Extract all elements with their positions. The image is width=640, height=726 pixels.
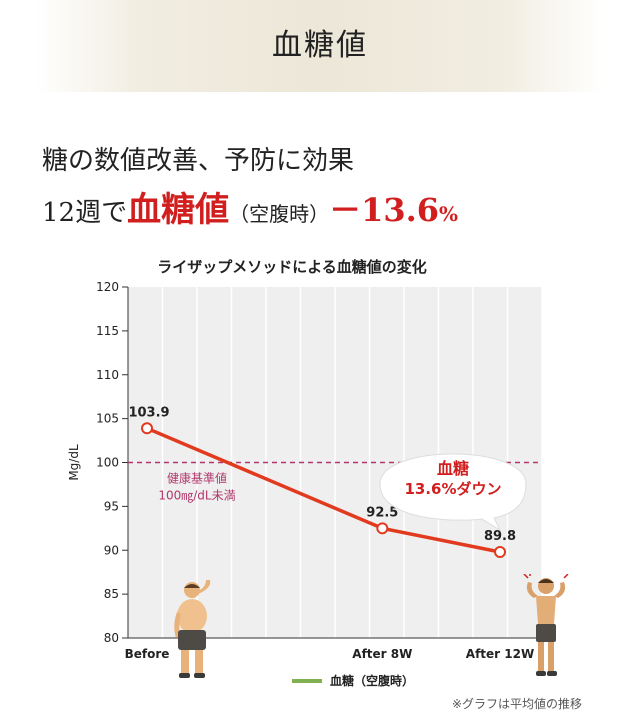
data-point (494, 546, 506, 559)
legend-label: 血糖（空腹時） (330, 673, 414, 688)
data-label: 92.5 (366, 505, 398, 520)
man-before-icon (174, 580, 211, 678)
data-points: 103.9 92.5 89.8 (128, 405, 516, 559)
x-axis-ticks: Before After 8W After 12W (125, 647, 535, 661)
y-tick-label: 90 (104, 543, 119, 557)
threshold-label-1: 健康基準値 (167, 471, 227, 486)
y-tick-label: 80 (104, 631, 119, 645)
headline-line-2: 12週で血糖値（空腹時）－13.6% (42, 182, 458, 231)
chart-title: ライザップメソッドによる血糖値の変化 (157, 258, 427, 276)
header-banner: 血糖値 (36, 0, 604, 92)
headline-delta: －13.6 (329, 191, 440, 229)
headline-line-1: 糖の数値改善、予防に効果 (42, 146, 355, 176)
y-tick-label: 95 (104, 499, 119, 513)
y-tick-label: 120 (96, 280, 119, 294)
y-tick-label: 85 (104, 587, 119, 601)
callout-bubble: 血糖 13.6%ダウン (379, 453, 527, 532)
y-tick-label: 100 (96, 456, 119, 470)
x-tick-label: After 8W (352, 647, 412, 661)
headline-emphasis: 血糖値 (127, 190, 230, 230)
headline-paren: （空腹時） (229, 202, 330, 226)
y-axis-ticks: 80 85 90 95 100 105 110 115 120 (96, 280, 128, 645)
x-tick-label: Before (125, 647, 170, 661)
data-label: 103.9 (128, 405, 169, 420)
y-tick-label: 110 (96, 368, 119, 382)
data-point (141, 422, 153, 435)
callout-text-2: 13.6%ダウン (404, 480, 501, 498)
headline-unit: % (439, 202, 459, 226)
y-axis-label: Mg/dL (67, 444, 81, 481)
data-label: 89.8 (484, 529, 516, 544)
man-after-icon (523, 574, 569, 676)
headline-prefix: 12週で (42, 198, 128, 228)
y-tick-label: 115 (96, 324, 119, 338)
y-tick-label: 105 (96, 412, 119, 426)
data-point (376, 522, 389, 535)
callout-text-1: 血糖 (437, 459, 469, 478)
footnote: ※グラフは平均値の推移 (451, 697, 582, 711)
threshold-label-2: 100㎎/dL未満 (158, 489, 235, 503)
x-tick-label: After 12W (466, 647, 534, 661)
page-title: 血糖値 (272, 28, 368, 63)
